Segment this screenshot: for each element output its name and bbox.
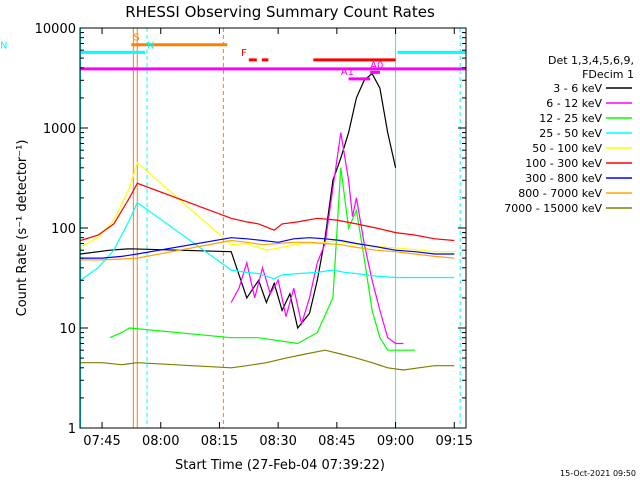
legend-label-8: 7000 - 15000 keV [504,202,602,215]
annotation-label-7: A0 [370,60,383,71]
series-line-800-7000-kev [80,239,455,261]
x-tick-label-2: 08:15 [201,434,238,449]
series-line-100-300-kev [80,182,455,242]
y-tick-label-2: 100 [51,222,76,237]
y-tick-label-1: 10 [59,322,76,337]
legend-header-1: FDecim 1 [582,68,634,81]
legend-label-3: 25 - 50 keV [539,127,602,140]
x-tick-label-1: 08:00 [142,434,179,449]
x-tick-label-4: 08:45 [318,434,355,449]
y-tick-label-3: 1000 [43,122,76,137]
legend-label-7: 800 - 7000 keV [518,187,602,200]
x-tick-label-5: 09:00 [377,434,414,449]
legend-label-4: 50 - 100 keV [532,142,602,155]
footer-date: 15-Oct-2021 09:50 [560,469,636,478]
legend-label-0: 3 - 6 keV [553,82,602,95]
annotation-label-1: N [147,40,154,51]
y-tick-label-4: 10000 [35,22,76,37]
legend-label-5: 100 - 300 keV [525,157,602,170]
legend-label-6: 300 - 800 keV [525,172,602,185]
annotation-label-3: F [241,48,247,59]
plot-frame [79,27,467,429]
x-tick-label-3: 08:30 [259,434,296,449]
x-tick-label-0: 07:45 [83,434,120,449]
legend-header-0: Det 1,3,4,5,6,9, [548,54,634,67]
series-line-300-800-kev [80,237,455,259]
x-tick-label-6: 09:15 [436,434,473,449]
y-tick-label-0: 1 [68,422,76,437]
chart-title: RHESSI Observing Summary Count Rates [125,3,435,21]
y-axis-label: Count Rate (s⁻¹ detector⁻¹) [15,140,30,317]
series-line-7000-15000-kev [80,349,455,371]
legend-label-1: 6 - 12 keV [546,97,602,110]
series-line-50-100-kev [80,161,455,253]
series-line-6-12-kev [230,132,404,345]
series-line-12-25-kev [109,167,416,351]
x-axis-label: Start Time (27-Feb-04 07:39:22) [175,458,385,473]
annotation-label-6: A1 [341,67,354,78]
legend-label-2: 12 - 25 keV [539,112,602,125]
annotation-label-2: N [0,40,7,51]
annotation-label-0: S [133,33,139,44]
series-line-25-50-kev [80,201,455,281]
legend: Det 1,3,4,5,6,9,FDecim 13 - 6 keV 6 - 12 … [504,54,634,215]
